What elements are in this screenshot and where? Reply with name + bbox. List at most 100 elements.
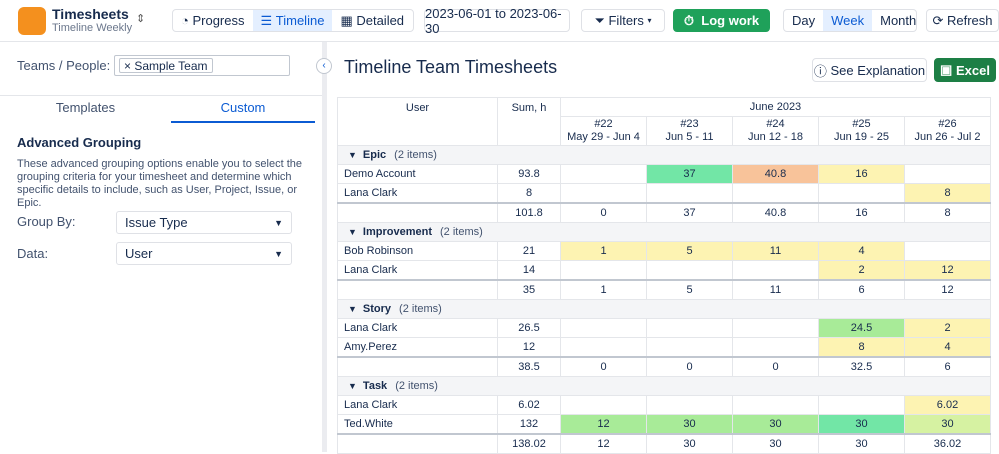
label: Progress (192, 13, 245, 28)
week-number: #26 (938, 118, 957, 130)
expand-icon[interactable]: ▼ (348, 381, 357, 391)
tab[interactable]: Templates (55, 100, 116, 115)
team-tag[interactable]: × Sample Team (119, 58, 213, 73)
hours-cell: 8 (904, 183, 991, 204)
group-cell: ▼ Improvement (2 items) (337, 222, 991, 242)
data-select[interactable]: User ▼ (116, 242, 292, 265)
month-header: June 2023 (560, 97, 991, 117)
app-switch[interactable]: ⇕ (136, 13, 146, 25)
hours-cell: 2 (818, 260, 905, 281)
group-name: Epic (362, 149, 387, 161)
teams-label: Teams / People: (17, 58, 111, 73)
expand-icon[interactable]: ▼ (348, 227, 357, 237)
hours-cell (560, 318, 647, 338)
explain-button[interactable]: ⓘ See Explanation (812, 58, 927, 82)
description: These advanced grouping options enable y… (17, 158, 302, 209)
hours-cell (560, 183, 647, 204)
user-cell: Lana Clark (337, 395, 498, 415)
sum-cell: 12 (497, 337, 561, 358)
view-button[interactable]: ▦ Detailed (340, 12, 405, 29)
week-header: #23 Jun 5 - 11 (646, 116, 733, 146)
hours-cell: 2 (904, 318, 991, 338)
total-cell: 0 (560, 356, 647, 377)
group-name: Story (362, 303, 392, 315)
collapse-button[interactable]: ‹ (316, 58, 332, 74)
excel-button[interactable]: ▣ Excel (934, 58, 996, 82)
label: User (125, 246, 153, 261)
hours-cell (646, 395, 733, 415)
view-button[interactable]: ◔ Progress (181, 13, 245, 28)
log-work-button[interactable]: ⏱ Log work (673, 9, 770, 32)
hours-cell (646, 260, 733, 281)
sum-cell: 14 (497, 260, 561, 281)
expand-icon[interactable]: ▼ (348, 150, 357, 160)
hours-cell (732, 183, 819, 204)
hours-cell (732, 337, 819, 358)
label: Sample Team (134, 59, 208, 73)
hours-cell: 30 (818, 414, 905, 435)
tab[interactable]: Custom (220, 100, 266, 115)
hours-cell: 4 (818, 241, 905, 261)
user-cell: Ted.White (337, 414, 498, 435)
total-cell: 36.02 (904, 433, 991, 454)
user-cell: Lana Clark (337, 318, 498, 338)
hours-cell: 37 (646, 164, 733, 184)
view-button[interactable]: ☰ Timeline (252, 10, 333, 31)
hours-cell: 1 (560, 241, 647, 261)
app-subtitle: Timeline Weekly (52, 22, 133, 34)
data-row: Lana Clark 26.5 24.5 2 (337, 318, 991, 338)
label: Issue Type (125, 215, 188, 230)
label: Excel (955, 62, 990, 78)
data-row: Demo Account 93.8 37 40.8 16 (337, 164, 991, 184)
group-count: (2 items) (399, 303, 442, 315)
hours-cell: 30 (646, 414, 733, 435)
hours-cell (732, 260, 819, 281)
group-count: (2 items) (395, 380, 438, 392)
week-range: Jun 12 - 18 (747, 131, 804, 143)
teams-input[interactable] (114, 55, 290, 76)
group-row: ▼ Improvement (2 items) (337, 222, 991, 242)
total-label (337, 202, 498, 223)
data-label: Data: (17, 246, 49, 261)
total-cell: 1 (560, 279, 647, 300)
week-header: #26 Jun 26 - Jul 2 (904, 116, 991, 146)
total-cell: 30 (646, 433, 733, 454)
group-cell: ▼ Task (2 items) (337, 376, 991, 396)
sum-cell: 132 (497, 414, 561, 435)
total-cell: 32.5 (818, 356, 905, 377)
total-cell: 11 (732, 279, 819, 300)
table-wrap: User Sum, h June 2023 #22 May 29 - Jun 4 #23 J… (337, 97, 991, 454)
period-button[interactable]: Week (823, 10, 873, 31)
hours-cell (560, 337, 647, 358)
filters-button[interactable]: ⏷ Filters ▾ (581, 9, 665, 32)
data-row: Lana Clark 14 2 12 (337, 260, 991, 281)
total-cell: 30 (818, 433, 905, 454)
total-cell: 0 (560, 202, 647, 223)
section-title: Advanced Grouping (17, 135, 142, 150)
sum-cell: 93.8 (497, 164, 561, 184)
group-by-select[interactable]: Issue Type ▼ (116, 211, 292, 234)
group-row: ▼ Story (2 items) (337, 299, 991, 319)
group-name: Task (362, 380, 388, 392)
total-label (337, 279, 498, 300)
expand-icon[interactable]: ▼ (348, 304, 357, 314)
week-range: Jun 19 - 25 (833, 131, 890, 143)
hours-cell (818, 395, 905, 415)
total-row: 138.02 12 30 30 30 36.02 (337, 433, 991, 454)
week-number: #23 (680, 118, 699, 130)
period-button[interactable]: Month (880, 13, 917, 28)
header (0, 0, 999, 42)
hours-cell (818, 183, 905, 204)
total-cell: 16 (818, 202, 905, 223)
user-cell: Lana Clark (337, 260, 498, 281)
refresh-button[interactable]: ⟳ Refresh (926, 9, 999, 32)
group-cell: ▼ Epic (2 items) (337, 145, 991, 165)
group-row: ▼ Epic (2 items) (337, 145, 991, 165)
sum-cell: 26.5 (497, 318, 561, 338)
sum-header: Sum, h (497, 97, 561, 146)
date-range[interactable]: 2023-06-01 to 2023-06-30 (424, 6, 570, 36)
group-name: Improvement (362, 226, 432, 238)
total-cell: 8 (904, 202, 991, 223)
period-button[interactable]: Day (792, 13, 816, 28)
